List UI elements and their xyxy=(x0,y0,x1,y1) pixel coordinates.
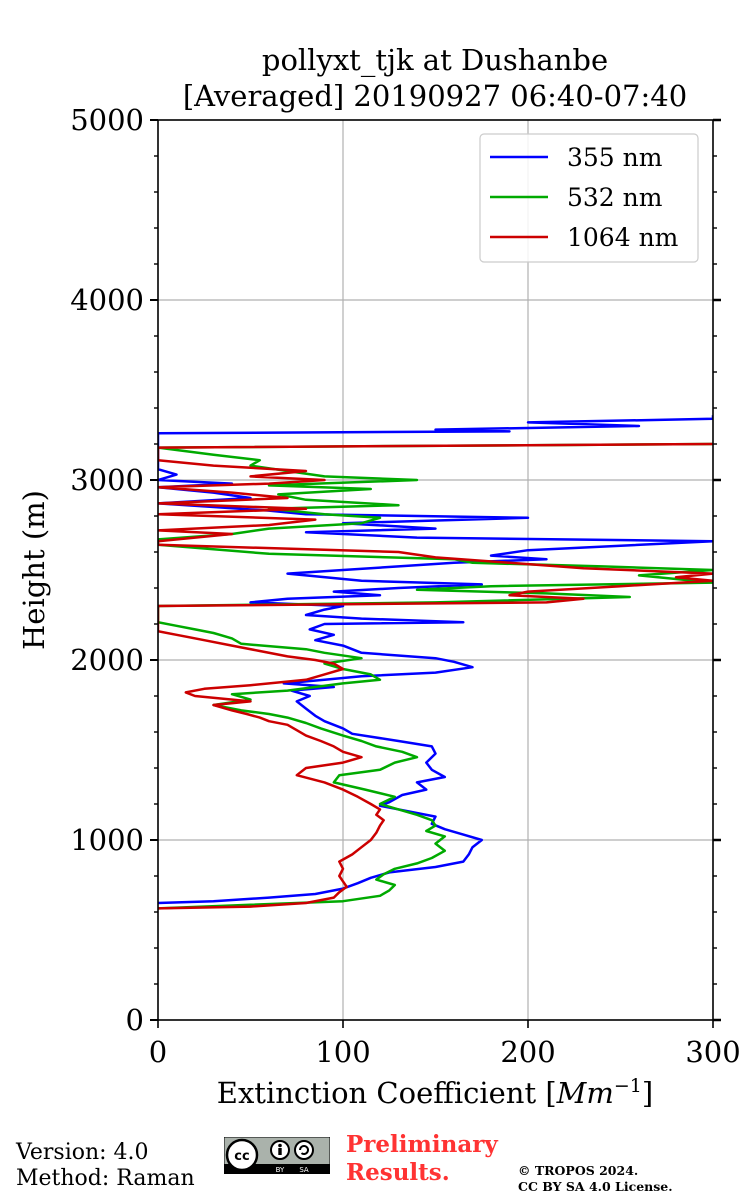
legend-box xyxy=(479,133,699,263)
series-line-532-nm xyxy=(158,442,713,910)
cc-logo-text: cc xyxy=(234,1149,249,1164)
y-tick-label: 4000 xyxy=(70,283,144,317)
legend-label: 532 nm xyxy=(567,183,663,212)
sa-label: SA xyxy=(299,1166,309,1174)
x-axis-label-exponent: −1 xyxy=(614,1075,642,1097)
copyright-line-1: © TROPOS 2024. xyxy=(518,1163,639,1178)
y-axis-label: Height (m) xyxy=(17,490,51,650)
cc-logo-icon xyxy=(225,1138,259,1172)
chart-subtitle: [Averaged] 20190927 06:40-07:40 xyxy=(183,79,687,113)
series-line-1064-nm xyxy=(158,442,713,910)
x-tick-label: 0 xyxy=(149,1035,167,1069)
legend: 355 nm 532 nm 1064 nm xyxy=(479,133,699,263)
x-axis-label-unit: Mm xyxy=(556,1076,614,1110)
method-text: Method: Raman xyxy=(16,1166,195,1191)
copyright-line-2: CC BY SA 4.0 License. xyxy=(518,1179,673,1194)
version-text: Version: 4.0 xyxy=(16,1140,149,1165)
x-axis-label-close: ] xyxy=(642,1076,653,1110)
preliminary-results-note: Preliminary Results. xyxy=(346,1131,498,1187)
x-axis-label-text: Extinction Coefficient [ xyxy=(217,1076,557,1110)
x-axis-label: Extinction Coefficient [Mm−1] xyxy=(217,1075,653,1110)
chart-title: pollyxt_tjk at Dushanbe xyxy=(262,43,608,78)
preliminary-line-1: Preliminary xyxy=(346,1131,498,1158)
x-tick-label: 300 xyxy=(685,1035,740,1069)
x-tick-label: 100 xyxy=(315,1035,370,1069)
legend-label: 1064 nm xyxy=(567,223,679,252)
y-tick-label: 0 xyxy=(126,1003,144,1037)
plot-frame xyxy=(157,119,714,1021)
share-alike-icon xyxy=(294,1140,314,1160)
legend-label: 355 nm xyxy=(567,143,663,172)
y-tick-label: 2000 xyxy=(70,643,144,677)
preliminary-line-2: Results. xyxy=(346,1159,450,1186)
y-tick-label: 1000 xyxy=(70,823,144,857)
series-layer xyxy=(158,415,713,910)
copyright-note: © TROPOS 2024. CC BY SA 4.0 License. xyxy=(518,1163,673,1195)
y-tick-label: 3000 xyxy=(70,463,144,497)
by-label: BY xyxy=(276,1166,285,1174)
y-tick-label: 5000 xyxy=(70,103,144,137)
series-line-355-nm xyxy=(158,415,713,905)
cc-by-sa-license-badge: cc BY SA xyxy=(224,1137,330,1174)
x-tick-label: 200 xyxy=(500,1035,555,1069)
